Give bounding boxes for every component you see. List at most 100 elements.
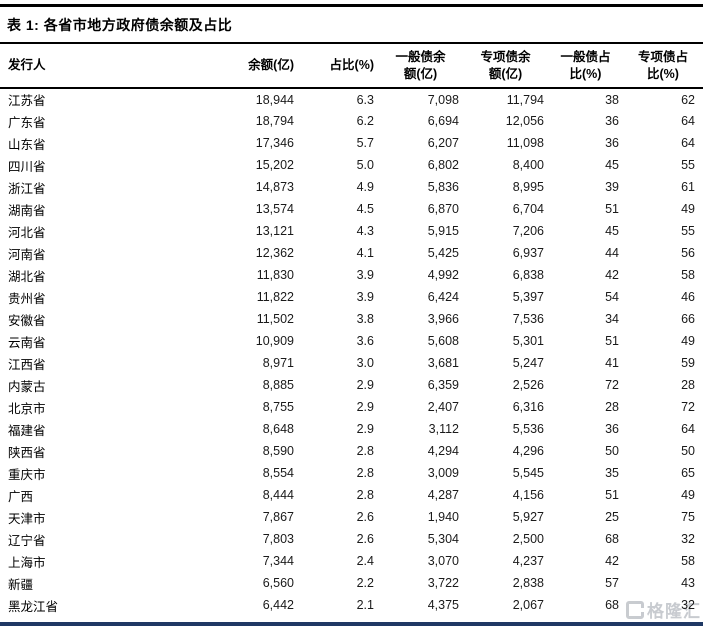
value-cell: 6,207	[427, 136, 459, 150]
value-cell: 2.9	[356, 422, 374, 436]
table-row: 江西省 8,971 3.0 3,681 5,247 41 59	[0, 352, 703, 374]
table-row: 河南省 12,362 4.1 5,425 6,937 44 56	[0, 242, 703, 264]
value-cell: 7,803	[262, 532, 294, 546]
value-cell: 6,560	[262, 576, 294, 590]
header-row: 发行人 余额(亿) 占比(%) 一般债余 额(亿) 专项债余 额(亿) 一般债占 比(%)…	[0, 44, 703, 88]
value-cell: 5,836	[427, 180, 459, 194]
value-cell: 5,304	[427, 532, 459, 546]
value-cell: 6,424	[427, 290, 459, 304]
provincial-debt-table: 发行人 余额(亿) 占比(%) 一般债余 额(亿) 专项债余 额(亿) 一般债占 比(%)…	[0, 44, 703, 616]
value-cell: 2.4	[356, 554, 374, 568]
value-cell: 49	[681, 488, 695, 502]
value-cell: 4.1	[356, 246, 374, 260]
value-cell: 5,301	[512, 334, 544, 348]
value-cell: 41	[605, 356, 619, 370]
value-cell: 55	[681, 158, 695, 172]
value-cell: 11,830	[256, 268, 294, 282]
value-cell: 2,067	[512, 598, 544, 612]
value-cell: 6,704	[512, 202, 544, 216]
value-cell: 6,359	[427, 378, 459, 392]
table-row: 陕西省 8,590 2.8 4,294 4,296 50 50	[0, 440, 703, 462]
value-cell: 36	[605, 114, 619, 128]
value-cell: 6,802	[427, 158, 459, 172]
value-cell: 49	[681, 334, 695, 348]
value-cell: 72	[605, 378, 619, 392]
issuer-cell: 湖南省	[8, 203, 46, 218]
value-cell: 36	[605, 136, 619, 150]
value-cell: 28	[681, 378, 695, 392]
value-cell: 59	[681, 356, 695, 370]
value-cell: 5,425	[427, 246, 459, 260]
value-cell: 6.3	[356, 92, 374, 107]
value-cell: 3,722	[427, 576, 459, 590]
issuer-cell: 广西	[8, 489, 34, 504]
value-cell: 2,526	[512, 378, 544, 392]
column-header-6: 专项债占 比(%)	[637, 49, 688, 81]
issuer-cell: 陕西省	[8, 445, 46, 460]
value-cell: 6,937	[512, 246, 544, 260]
value-cell: 2.8	[356, 444, 374, 458]
value-cell: 4,294	[427, 444, 459, 458]
table-row: 河北省 13,121 4.3 5,915 7,206 45 55	[0, 220, 703, 242]
value-cell: 4,156	[512, 488, 544, 502]
value-cell: 4,375	[427, 598, 459, 612]
value-cell: 17,346	[255, 136, 294, 150]
value-cell: 2,407	[427, 400, 459, 414]
value-cell: 54	[605, 290, 619, 304]
value-cell: 4.5	[356, 202, 374, 216]
value-cell: 64	[681, 114, 695, 128]
value-cell: 75	[681, 510, 695, 524]
value-cell: 3.9	[356, 290, 374, 304]
issuer-cell: 内蒙古	[8, 379, 46, 394]
issuer-cell: 广东省	[8, 115, 46, 130]
value-cell: 3,070	[427, 554, 459, 568]
table-row: 云南省 10,909 3.6 5,608 5,301 51 49	[0, 330, 703, 352]
value-cell: 8,971	[262, 356, 294, 370]
watermark-brand-text: 格隆汇	[647, 602, 701, 621]
value-cell: 5,397	[512, 290, 544, 304]
value-cell: 12,056	[505, 114, 544, 128]
table-row: 辽宁省 7,803 2.6 5,304 2,500 68 32	[0, 528, 703, 550]
value-cell: 58	[681, 268, 695, 282]
bottom-divider	[0, 622, 703, 626]
value-cell: 5,247	[512, 356, 544, 370]
value-cell: 7,098	[427, 92, 459, 107]
value-cell: 64	[681, 422, 695, 436]
issuer-cell: 安徽省	[8, 313, 46, 328]
value-cell: 65	[681, 466, 695, 480]
table-row: 黑龙江省 6,442 2.1 4,375 2,067 68 32	[0, 594, 703, 616]
title-divider	[0, 42, 703, 44]
value-cell: 50	[681, 444, 695, 458]
value-cell: 43	[681, 576, 695, 590]
table-row: 贵州省 11,822 3.9 6,424 5,397 54 46	[0, 286, 703, 308]
value-cell: 5.7	[356, 136, 374, 150]
value-cell: 7,536	[512, 312, 544, 326]
value-cell: 8,444	[262, 488, 294, 502]
value-cell: 4,296	[512, 444, 544, 458]
top-divider	[0, 4, 703, 7]
value-cell: 34	[605, 312, 619, 326]
issuer-cell: 山东省	[8, 137, 46, 152]
column-header-4: 专项债余 额(亿)	[480, 49, 531, 81]
value-cell: 45	[605, 224, 619, 238]
value-cell: 7,344	[262, 554, 294, 568]
value-cell: 7,867	[262, 510, 294, 524]
value-cell: 66	[681, 312, 695, 326]
value-cell: 8,590	[262, 444, 294, 458]
table-row: 上海市 7,344 2.4 3,070 4,237 42 58	[0, 550, 703, 572]
value-cell: 7,206	[512, 224, 544, 238]
value-cell: 3.9	[356, 268, 374, 282]
issuer-cell: 江苏省	[8, 94, 46, 108]
value-cell: 15,202	[255, 158, 294, 172]
value-cell: 8,995	[512, 180, 544, 194]
value-cell: 35	[605, 466, 619, 480]
issuer-cell: 黑龙江省	[8, 599, 59, 614]
value-cell: 44	[605, 246, 619, 260]
value-cell: 2.1	[356, 598, 374, 612]
table-header: 发行人 余额(亿) 占比(%) 一般债余 额(亿) 专项债余 额(亿) 一般债占 比(%)…	[0, 44, 703, 88]
value-cell: 28	[605, 400, 619, 414]
value-cell: 3.6	[356, 334, 374, 348]
value-cell: 2.6	[356, 532, 374, 546]
table-row: 山东省 17,346 5.7 6,207 11,098 36 64	[0, 132, 703, 154]
gelonghui-watermark: 格隆汇	[626, 597, 701, 622]
